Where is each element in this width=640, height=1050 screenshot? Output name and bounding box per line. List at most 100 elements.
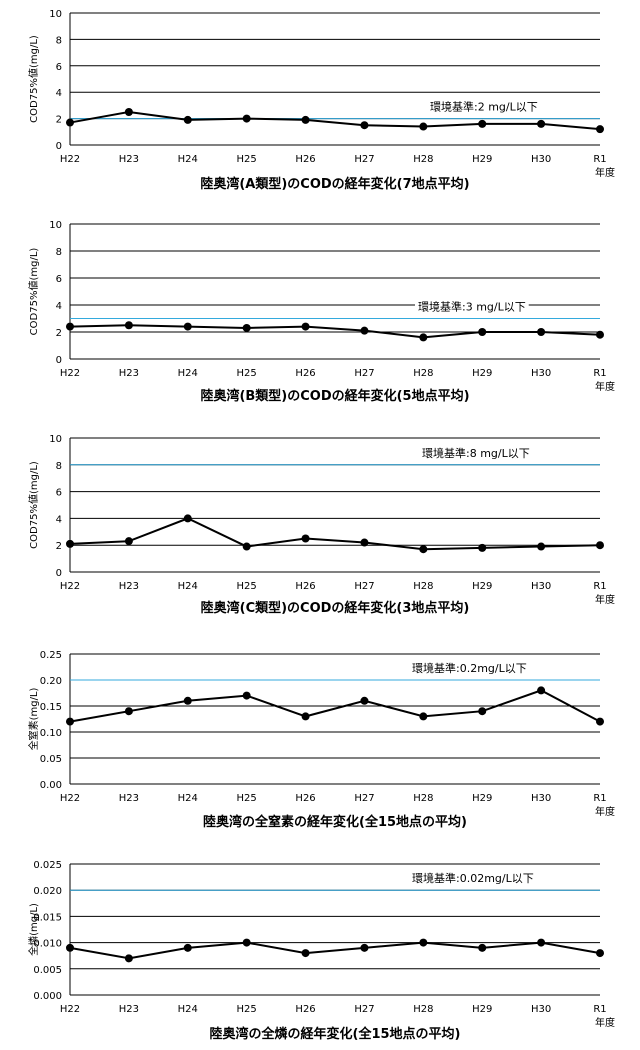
data-point	[419, 333, 428, 342]
y-tick-label: 4	[56, 88, 62, 99]
data-point	[478, 707, 487, 716]
x-tick-label: H22	[60, 793, 80, 804]
x-axis-unit: 年度	[595, 166, 615, 179]
data-point	[301, 115, 310, 124]
data-point	[360, 696, 369, 705]
x-tick-label: H24	[178, 793, 198, 804]
y-tick-label: 0.015	[33, 912, 62, 923]
x-tick-label: H27	[354, 793, 374, 804]
y-tick-label: 8	[56, 35, 62, 46]
x-tick-label: H30	[531, 154, 551, 165]
x-tick-label: H28	[413, 793, 433, 804]
standard-label: 環境基準:3 mg/L以下	[418, 300, 526, 314]
x-tick-label: H25	[237, 581, 257, 592]
y-tick-label: 10	[49, 9, 62, 20]
data-point	[124, 108, 133, 116]
data-point	[360, 538, 369, 547]
standard-label-bg	[415, 298, 529, 315]
x-tick-label: H25	[237, 793, 257, 804]
y-tick-label: 0	[56, 355, 62, 366]
data-point	[478, 543, 487, 552]
data-point	[537, 686, 546, 695]
data-point	[478, 119, 487, 128]
standard-label: 環境基準:0.2mg/L以下	[412, 661, 527, 675]
x-tick-label: H24	[178, 154, 198, 165]
x-tick-label: H25	[237, 154, 257, 165]
data-point	[419, 545, 428, 554]
data-point	[66, 943, 74, 952]
x-tick-label: H30	[531, 793, 551, 804]
x-tick-label: H25	[237, 1004, 257, 1015]
x-tick-label: H28	[413, 581, 433, 592]
x-axis-unit: 年度	[595, 380, 615, 393]
x-tick-label: H22	[60, 581, 80, 592]
data-point	[183, 115, 192, 124]
data-point	[360, 326, 369, 335]
x-tick-label: H26	[295, 1004, 315, 1015]
standard-label-bg	[409, 660, 530, 676]
data-point	[183, 514, 192, 523]
data-point	[242, 938, 251, 947]
x-tick-label: H29	[472, 581, 492, 592]
x-tick-label: H23	[119, 154, 139, 165]
y-tick-label: 0	[56, 141, 62, 152]
x-axis-unit: 年度	[595, 1016, 615, 1029]
y-axis-label: 全窒素(mg/L)	[27, 687, 40, 750]
data-point	[183, 696, 192, 705]
x-tick-label: H26	[295, 154, 315, 165]
x-tick-label: H28	[413, 368, 433, 379]
x-tick-label: R1	[593, 1004, 606, 1015]
data-point	[301, 322, 310, 331]
x-tick-label: H23	[119, 581, 139, 592]
series-line	[69, 110, 601, 131]
x-tick-label: R1	[593, 154, 606, 165]
y-tick-label: 0.010	[33, 939, 62, 950]
x-tick-label: H27	[354, 1004, 374, 1015]
standard-label-bg	[419, 444, 533, 461]
x-tick-label: H29	[472, 1004, 492, 1015]
data-point	[596, 717, 604, 726]
y-axis-label: 全燐(mg/L)	[27, 903, 40, 956]
x-tick-label: H23	[119, 793, 139, 804]
data-point	[66, 539, 74, 548]
x-tick-label: R1	[593, 793, 606, 804]
y-tick-label: 2	[56, 328, 62, 339]
y-tick-label: 2	[56, 115, 62, 126]
x-tick-label: R1	[593, 581, 606, 592]
y-axis-label: COD75%値(mg/L)	[27, 248, 40, 336]
y-tick-label: 0.00	[40, 780, 62, 791]
series-line	[69, 941, 601, 960]
y-tick-label: 0.15	[40, 702, 62, 713]
standard-label: 環境基準:2 mg/L以下	[430, 100, 538, 114]
series-line	[69, 324, 601, 339]
data-point	[66, 322, 74, 331]
data-point	[301, 949, 310, 958]
data-point	[478, 943, 487, 952]
y-axis-label: COD75%値(mg/L)	[27, 35, 40, 123]
data-point	[596, 330, 604, 339]
data-point	[124, 537, 133, 546]
standard-label-bg	[409, 870, 537, 887]
chart-4: 0.00 0.05 0.10 0.15 0.20 0.25 全窒素(mg/L) H22 H23 H…	[27, 650, 615, 830]
x-tick-label: H26	[295, 581, 315, 592]
x-tick-label: H22	[60, 368, 80, 379]
x-tick-label: H23	[119, 368, 139, 379]
y-tick-label: 8	[56, 461, 62, 472]
x-tick-label: H28	[413, 154, 433, 165]
y-tick-label: 2	[56, 541, 62, 552]
y-tick-label: 10	[49, 220, 62, 231]
chart-title: 陸奥湾の全窒素の経年変化(全15地点の平均)	[203, 814, 467, 830]
y-tick-label: 6	[56, 62, 62, 73]
y-tick-label: 4	[56, 301, 62, 312]
chart-title: 陸奥湾(C類型)のCODの経年変化(3地点平均)	[201, 600, 470, 616]
chart-1: 0 2 4 6 8 10 COD75%値(mg/L) H22 H23 H24 H25 H26 H27 H2…	[27, 9, 615, 192]
y-tick-label: 0.025	[33, 860, 62, 871]
data-point	[596, 125, 604, 134]
data-point	[242, 691, 251, 700]
y-tick-label: 0.25	[40, 650, 62, 661]
data-point	[419, 712, 428, 721]
chart-5: 0.000 0.005 0.010 0.015 0.020 0.025 全燐(mg/L) H2…	[27, 860, 615, 1042]
y-tick-label: 4	[56, 514, 62, 525]
data-point	[301, 712, 310, 721]
